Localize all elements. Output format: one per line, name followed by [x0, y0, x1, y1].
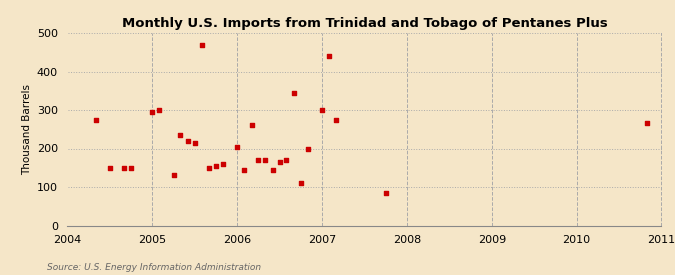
Point: [183, 139, 194, 143]
Point: [267, 167, 278, 172]
Point: [190, 141, 200, 145]
Point: [331, 117, 342, 122]
Point: [232, 144, 242, 149]
Point: [168, 173, 179, 178]
Point: [238, 167, 249, 172]
Title: Monthly U.S. Imports from Trinidad and Tobago of Pentanes Plus: Monthly U.S. Imports from Trinidad and T…: [122, 17, 608, 31]
Point: [380, 191, 391, 195]
Point: [154, 108, 165, 112]
Point: [323, 54, 334, 58]
Point: [217, 162, 228, 166]
Point: [296, 181, 306, 185]
Point: [642, 121, 653, 126]
Point: [105, 166, 115, 170]
Point: [274, 160, 285, 164]
Point: [281, 158, 292, 162]
Point: [175, 133, 186, 137]
Point: [90, 117, 101, 122]
Point: [317, 108, 327, 112]
Point: [246, 123, 257, 128]
Point: [204, 166, 215, 170]
Point: [260, 158, 271, 162]
Point: [147, 110, 158, 114]
Y-axis label: Thousand Barrels: Thousand Barrels: [22, 84, 32, 175]
Point: [289, 90, 300, 95]
Point: [119, 166, 130, 170]
Point: [253, 158, 264, 162]
Point: [211, 164, 221, 168]
Point: [302, 146, 313, 151]
Point: [196, 42, 207, 47]
Text: Source: U.S. Energy Information Administration: Source: U.S. Energy Information Administ…: [47, 263, 261, 272]
Point: [126, 166, 136, 170]
